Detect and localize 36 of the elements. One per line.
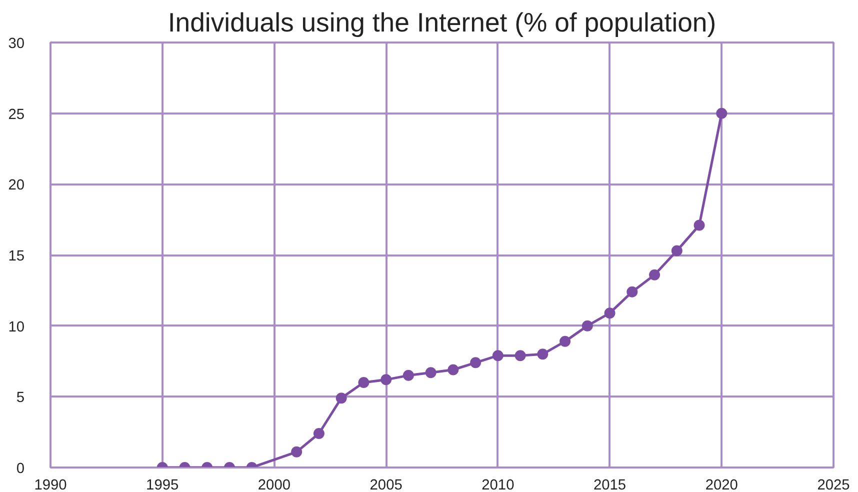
y-tick-label: 10	[8, 319, 25, 336]
x-tick-label: 1990	[34, 478, 67, 492]
point	[492, 350, 504, 362]
point	[649, 269, 660, 280]
x-tick-label: 2015	[593, 478, 626, 492]
point	[291, 446, 302, 458]
x-tick-label: 1995	[146, 478, 179, 492]
x-tick-label: 2000	[258, 478, 291, 492]
point	[358, 377, 370, 388]
point	[425, 367, 436, 378]
y-tick-label: 15	[8, 248, 25, 264]
x-tick-label: 2020	[705, 478, 738, 492]
point	[537, 348, 548, 360]
point	[514, 350, 526, 362]
point	[626, 286, 638, 298]
y-tick-label: 25	[8, 106, 25, 123]
point	[402, 370, 414, 381]
y-tick-label: 20	[8, 178, 25, 194]
y-tick-label: 5	[16, 390, 25, 406]
point	[582, 320, 593, 332]
point	[671, 245, 682, 256]
point	[336, 392, 347, 404]
point	[604, 308, 616, 319]
point	[313, 428, 324, 439]
x-tick-label: 2010	[482, 478, 514, 492]
point	[694, 220, 705, 231]
x-tick-label: 2025	[817, 478, 850, 492]
point	[560, 336, 571, 347]
point	[470, 357, 482, 368]
point	[716, 108, 728, 119]
point	[380, 374, 392, 386]
point	[448, 364, 459, 376]
y-tick-label: 0	[16, 461, 25, 477]
chart-title: Individuals using the Internet (% of population)	[168, 8, 716, 38]
y-tick-label: 30	[8, 36, 25, 52]
x-tick-label: 2005	[370, 478, 402, 492]
